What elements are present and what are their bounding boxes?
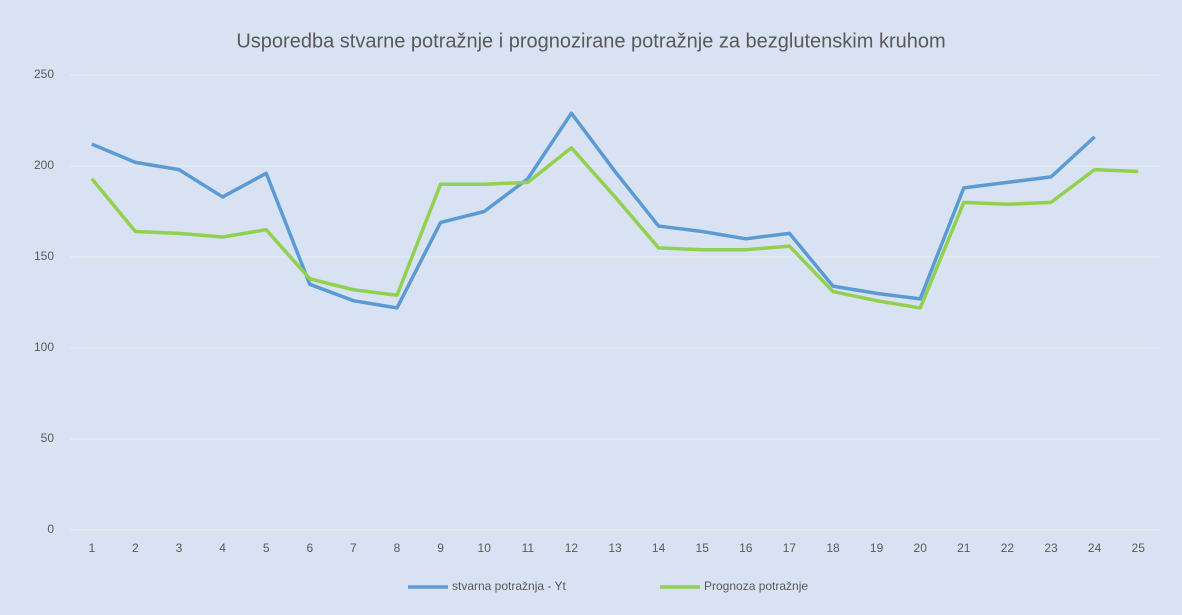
- x-tick-label: 1: [88, 541, 95, 555]
- y-tick-label: 0: [47, 522, 54, 536]
- line-series: [91, 111, 1096, 310]
- x-tick-label: 22: [1001, 541, 1015, 555]
- x-tick-label: 10: [478, 541, 492, 555]
- x-tick-label: 23: [1044, 541, 1058, 555]
- x-tick-label: 19: [870, 541, 884, 555]
- chart-title: Usporedba stvarne potražnje i prognozira…: [236, 30, 945, 52]
- x-tick-label: 2: [132, 541, 139, 555]
- x-tick-label: 16: [739, 541, 753, 555]
- legend-label: Prognoza potražnje: [704, 579, 808, 593]
- x-tick-label: 24: [1088, 541, 1102, 555]
- x-tick-label: 18: [826, 541, 840, 555]
- x-tick-label: 12: [565, 541, 579, 555]
- x-tick-label: 4: [219, 541, 226, 555]
- x-tick-label: 7: [350, 541, 357, 555]
- y-tick-label: 150: [34, 249, 54, 263]
- x-tick-label: 21: [957, 541, 971, 555]
- x-tick-label: 8: [394, 541, 401, 555]
- y-tick-label: 200: [34, 158, 54, 172]
- x-tick-label: 3: [176, 541, 183, 555]
- x-tick-label: 15: [696, 541, 710, 555]
- x-tick-label: 17: [783, 541, 797, 555]
- legend-label: stvarna potražnja - Yt: [452, 579, 567, 593]
- x-tick-label: 13: [608, 541, 622, 555]
- y-tick-label: 50: [41, 431, 55, 445]
- x-tick-label: 25: [1132, 541, 1146, 555]
- x-tick-label: 20: [914, 541, 928, 555]
- x-tick-label: 5: [263, 541, 270, 555]
- y-tick-label: 250: [34, 67, 54, 81]
- x-tick-label: 14: [652, 541, 666, 555]
- x-tick-label: 6: [306, 541, 313, 555]
- x-tick-label: 9: [437, 541, 444, 555]
- x-tick-label: 11: [522, 541, 535, 555]
- line-series: [90, 146, 1139, 310]
- y-tick-label: 100: [34, 340, 54, 354]
